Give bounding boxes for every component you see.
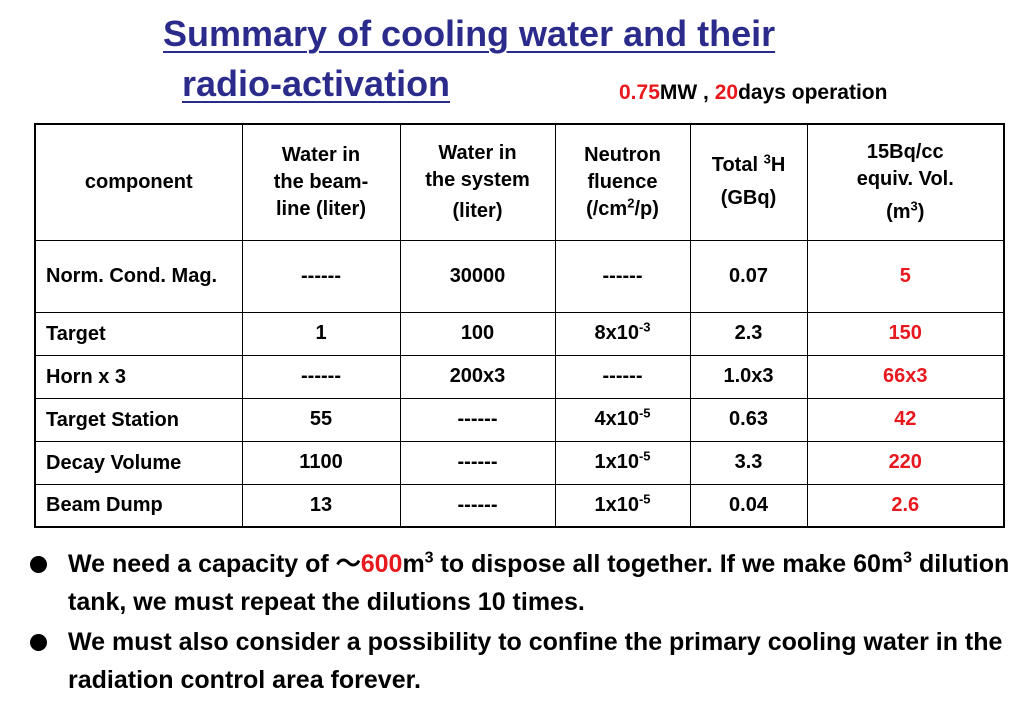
cell-total-tritium: 0.63 xyxy=(689,397,808,442)
cell-total-tritium: 3.3 xyxy=(689,440,808,485)
cell-component: Decay Volume xyxy=(34,440,243,485)
page-title-line1: Summary of cooling water and their xyxy=(163,13,776,54)
cell-equiv-volume: 220 xyxy=(806,440,1005,485)
cell-total-tritium: 2.3 xyxy=(689,311,808,356)
cell-water-beamline: 1100 xyxy=(241,440,401,485)
header-equiv-volume: 15Bq/cc equiv. Vol. (m3) xyxy=(806,123,1005,241)
table-row: Beam Dump 13 ------ 1x10-5 0.04 2.6 xyxy=(34,483,1005,528)
table-row: Target 1 100 8x10-3 2.3 150 xyxy=(34,311,1005,356)
header-component: component xyxy=(34,123,243,241)
cell-neutron-fluence: ------ xyxy=(554,354,691,399)
operation-conditions: 0.75MW , 20days operation xyxy=(619,80,887,106)
table-row: Norm. Cond. Mag. ------ 30000 ------ 0.0… xyxy=(34,239,1005,313)
cell-neutron-fluence: 4x10-5 xyxy=(554,397,691,442)
cell-neutron-fluence: 8x10-3 xyxy=(554,311,691,356)
cell-water-system: 100 xyxy=(399,311,556,356)
cell-water-system: ------ xyxy=(399,397,556,442)
days-text: days operation xyxy=(738,81,888,104)
cell-water-beamline: 13 xyxy=(241,483,401,528)
cell-total-tritium: 0.04 xyxy=(689,483,808,528)
cell-neutron-fluence: 1x10-5 xyxy=(554,483,691,528)
cell-water-system: 30000 xyxy=(399,239,556,313)
header-total-tritium: Total 3H (GBq) xyxy=(689,123,808,241)
bullet-item-capacity: We need a capacity of ～600m3 to dispose … xyxy=(30,545,1015,621)
header-neutron-fluence: Neutron fluence (/cm2/p) xyxy=(554,123,691,241)
header-water-beamline: Water in the beam- line (liter) xyxy=(241,123,401,241)
cell-component: Target Station xyxy=(34,397,243,442)
bullet-dot-icon xyxy=(30,556,47,573)
cell-equiv-volume: 5 xyxy=(806,239,1005,313)
days-value: 20 xyxy=(714,81,739,104)
cell-component: Beam Dump xyxy=(34,483,243,528)
bullet-item-confinement: We must also consider a possibility to c… xyxy=(30,623,1015,699)
bullet-list: We need a capacity of ～600m3 to dispose … xyxy=(30,545,1015,701)
cell-water-system: 200x3 xyxy=(399,354,556,399)
power-unit: MW , xyxy=(659,81,715,104)
cell-component: Horn x 3 xyxy=(34,354,243,399)
cell-component: Target xyxy=(34,311,243,356)
table-row: Horn x 3 ------ 200x3 ------ 1.0x3 66x3 xyxy=(34,354,1005,399)
cell-neutron-fluence: 1x10-5 xyxy=(554,440,691,485)
cell-neutron-fluence: ------ xyxy=(554,239,691,313)
table-row: Target Station 55 ------ 4x10-5 0.63 42 xyxy=(34,397,1005,442)
bullet-dot-icon xyxy=(30,634,47,651)
cell-water-beamline: ------ xyxy=(241,354,401,399)
cell-total-tritium: 0.07 xyxy=(689,239,808,313)
page-title-line2: radio-activation xyxy=(182,63,451,104)
cell-water-beamline: 55 xyxy=(241,397,401,442)
header-water-system: Water in the system (liter) xyxy=(399,123,556,241)
table-row: Decay Volume 1100 ------ 1x10-5 3.3 220 xyxy=(34,440,1005,485)
cell-total-tritium: 1.0x3 xyxy=(689,354,808,399)
cell-equiv-volume: 2.6 xyxy=(806,483,1005,528)
cell-equiv-volume: 66x3 xyxy=(806,354,1005,399)
cell-water-system: ------ xyxy=(399,483,556,528)
cell-water-beamline: 1 xyxy=(241,311,401,356)
cell-water-beamline: ------ xyxy=(241,239,401,313)
table-header-row: component Water in the beam- line (liter… xyxy=(34,123,1005,241)
cell-equiv-volume: 150 xyxy=(806,311,1005,356)
cell-equiv-volume: 42 xyxy=(806,397,1005,442)
cell-water-system: ------ xyxy=(399,440,556,485)
cooling-water-summary-table: component Water in the beam- line (liter… xyxy=(34,123,1005,528)
power-value: 0.75 xyxy=(619,81,660,104)
cell-component: Norm. Cond. Mag. xyxy=(34,239,243,313)
